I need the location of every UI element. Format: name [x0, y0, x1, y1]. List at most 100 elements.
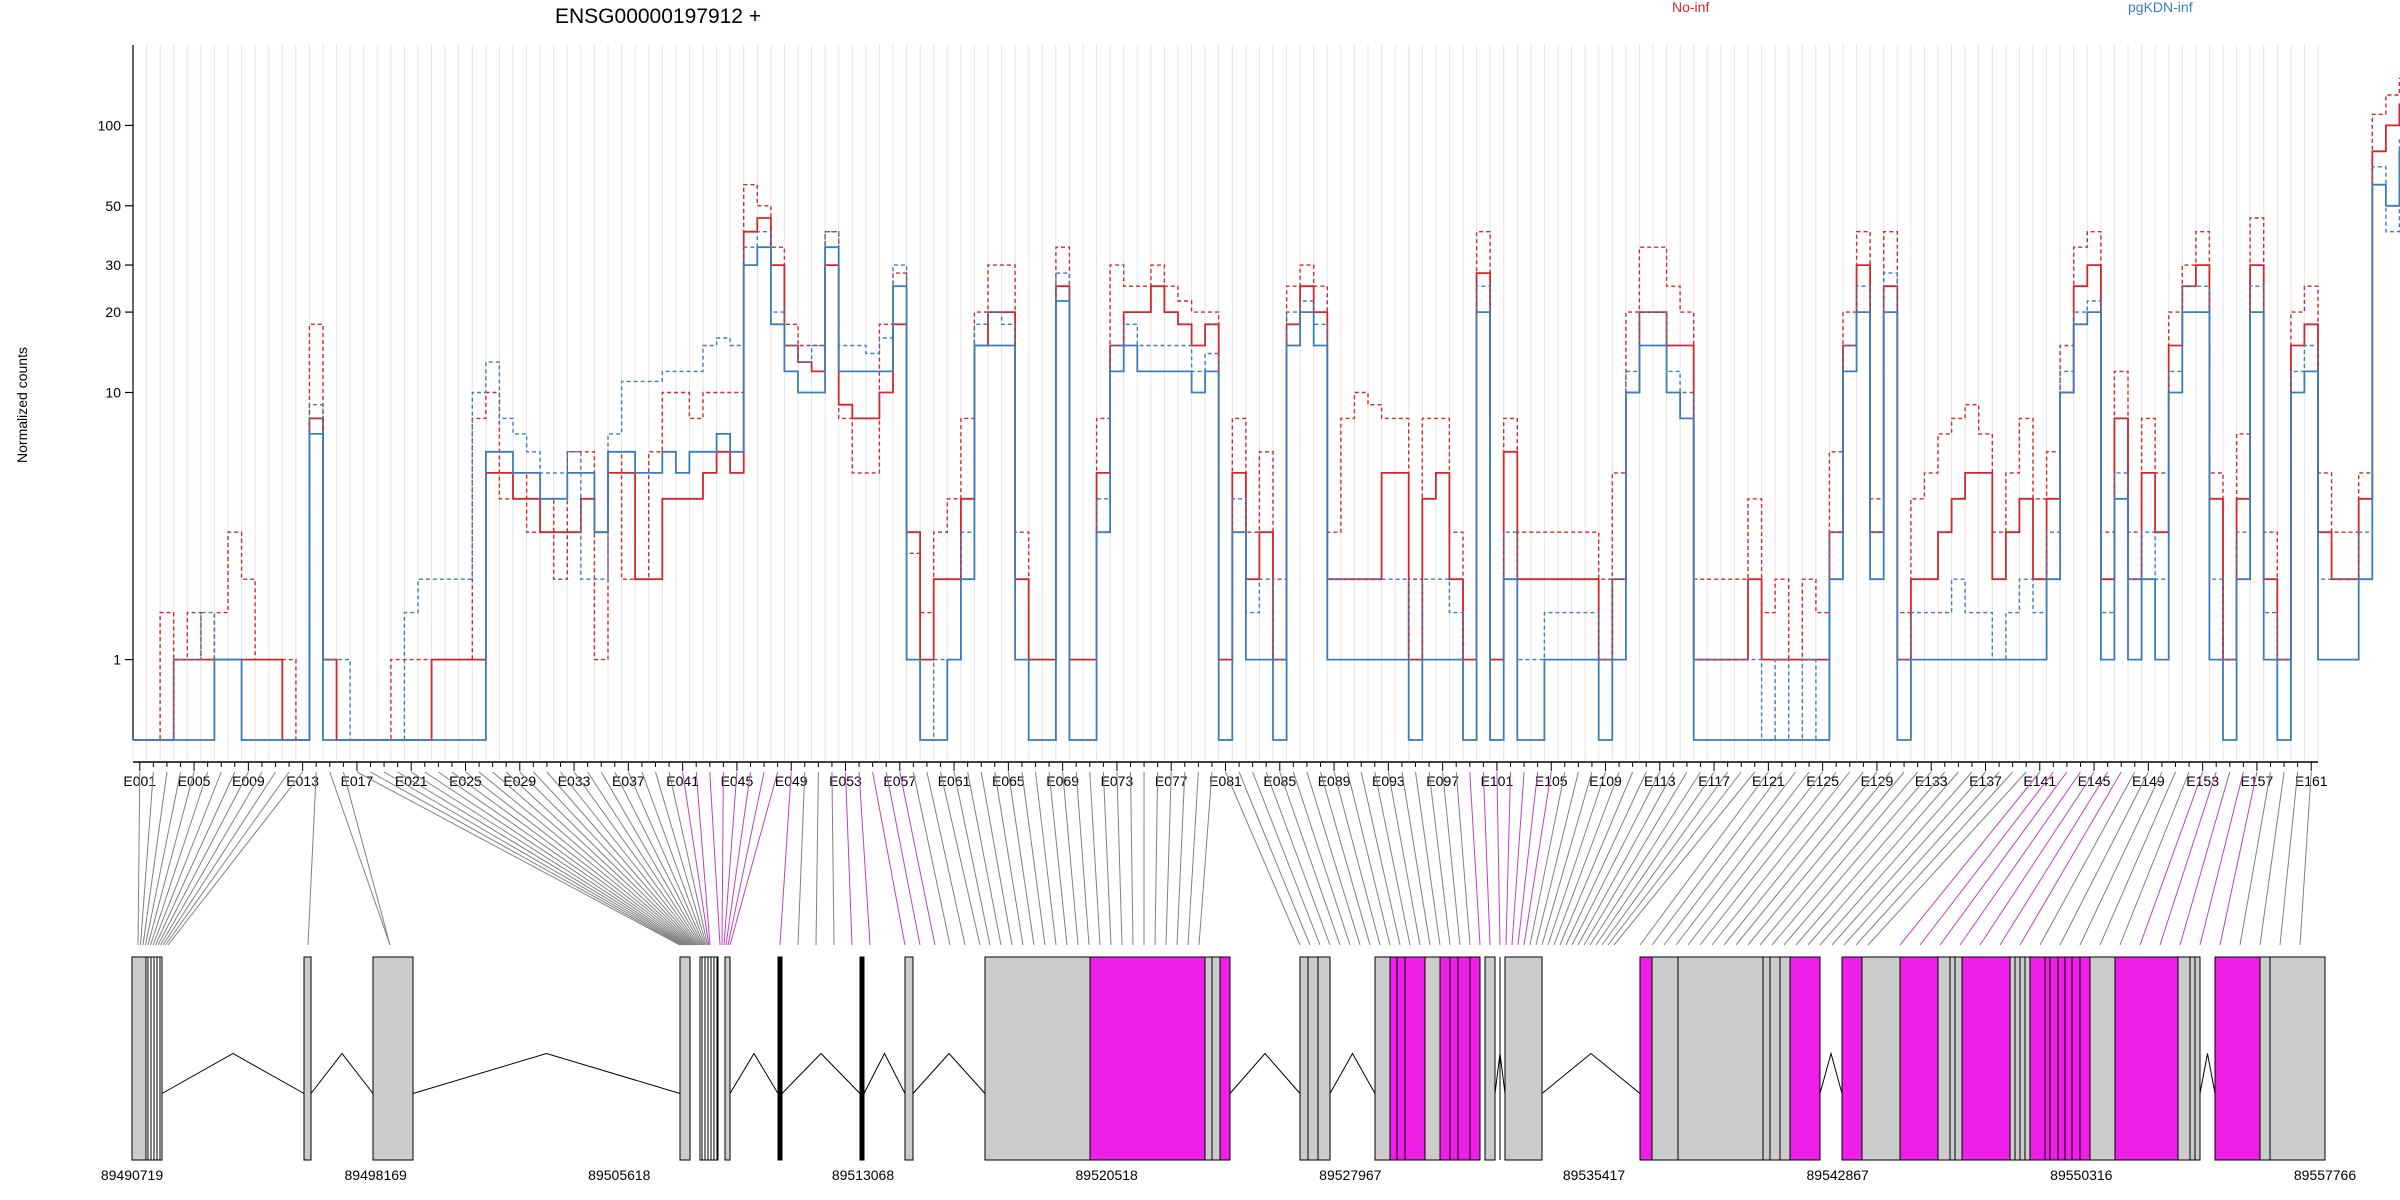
exon-connector: [1687, 771, 1824, 946]
exon-connector: [505, 771, 694, 946]
exon-connector: [1747, 771, 1891, 946]
exon-connector: [1265, 771, 1331, 946]
exon-connector: [1469, 771, 1481, 946]
exon-connector: [2079, 771, 2163, 946]
exon-tick-label: E137: [1969, 773, 2002, 789]
exon-tick-label: E009: [232, 773, 265, 789]
exon-tick-label: E153: [2186, 773, 2219, 789]
exon-block-highlight: [2114, 956, 2179, 1161]
exon-connector: [1807, 771, 1959, 946]
exon-tick-label: E121: [1752, 773, 1785, 789]
y-tick-label: 1: [113, 652, 121, 668]
exon-connector: [1553, 771, 1620, 946]
exon-connector: [1651, 771, 1783, 946]
genomic-coordinate-label: 89520518: [1076, 1167, 1139, 1183]
exon-block: [1504, 956, 1543, 1161]
exon-connector: [1613, 771, 1756, 946]
exon-connector: [1252, 771, 1321, 946]
exon-tick-label: E125: [1806, 773, 1839, 789]
exon-connector: [162, 771, 276, 946]
exon-connector: [1855, 771, 2014, 946]
exon-connector: [1607, 771, 1742, 946]
exon-connector: [1482, 771, 1491, 946]
exon-block: [303, 956, 312, 1161]
exon-tick-label: E105: [1535, 773, 1568, 789]
exon-tick-label: E133: [1915, 773, 1948, 789]
exon-connector: [967, 771, 1002, 946]
exon-connector: [2219, 771, 2258, 946]
genomic-axis: 89490719 89498169 89505618 89513068 89520518…: [101, 1167, 2357, 1183]
exon-connector: [150, 771, 209, 946]
intron: [781, 1052, 861, 1094]
exon-connector: [1442, 771, 1461, 946]
exon-connector: [2199, 771, 2244, 946]
exon-connector: [1238, 771, 1311, 946]
exon-connector: [1306, 771, 1361, 946]
genomic-coordinate-label: 89535417: [1563, 1167, 1626, 1183]
intron: [912, 1052, 986, 1094]
exon-connector: [940, 771, 981, 946]
y-tick-label: 50: [105, 198, 121, 214]
exon-connector: [885, 771, 921, 946]
exon-connector: [1559, 771, 1634, 946]
exon-connector: [1187, 771, 1199, 946]
legend-pgkdn-inf: pgKDN-inf: [2128, 0, 2193, 15]
chart-title: ENSG00000197912 +: [555, 5, 761, 28]
exon-connector: [1541, 771, 1593, 946]
exon-tick-label: E069: [1046, 773, 1079, 789]
exon-connector: [546, 771, 698, 946]
exon-connector: [1511, 771, 1525, 946]
intron: [310, 1052, 374, 1094]
exon-connector: [370, 771, 682, 946]
exon-tick-label: E117: [1698, 773, 1730, 789]
exon-block-highlight: [1439, 956, 1481, 1161]
exon-axis: E001 E005 E009 E013 E017 E021 E025 E029 E033 E037…: [123, 761, 2328, 789]
exon-connector: [140, 771, 154, 946]
exon-connector: [560, 771, 699, 946]
exon-tick-label: E129: [1861, 773, 1894, 789]
exon-connector: [682, 771, 710, 946]
exon-connector: [1831, 771, 1986, 946]
exon-connector: [779, 771, 792, 946]
exon-connector: [519, 771, 695, 946]
exon-connector: [1279, 771, 1341, 946]
exon-connector: [1347, 771, 1391, 946]
y-tick-label: 10: [105, 385, 121, 401]
exon-connector: [1571, 771, 1661, 946]
exon-connector: [1089, 771, 1101, 946]
exon-connector: [157, 771, 249, 946]
exon-connector: [1387, 771, 1421, 946]
y-tick-label: 30: [105, 257, 121, 273]
genomic-coordinate-label: 89550316: [2050, 1167, 2113, 1183]
intron: [729, 1052, 779, 1094]
exon-connector: [1415, 771, 1441, 946]
series-lines: [133, 77, 2400, 741]
intron: [863, 1052, 906, 1094]
exon-connector: [1333, 771, 1381, 946]
exon-block-highlight: [1899, 956, 1939, 1161]
exon-connector: [797, 771, 806, 946]
exon-connector: [142, 771, 168, 946]
exon-connector: [627, 771, 705, 946]
exon-connector: [137, 771, 141, 946]
exon-connector: [307, 771, 317, 946]
exon-connector: [2059, 771, 2149, 946]
exon-connector: [1939, 771, 2068, 946]
series-pgkdn-inf-solid: [133, 150, 2400, 741]
exon-connector: [2239, 771, 2271, 946]
genomic-coordinate-label: 89527967: [1319, 1167, 1382, 1183]
exon-connector: [668, 771, 709, 946]
exon-connector: [342, 771, 391, 946]
exon-block-highlight: [2029, 956, 2091, 1161]
exon-connector: [1583, 771, 1688, 946]
genomic-coordinate-label: 89557766: [2294, 1167, 2357, 1183]
exon-tick-label: E113: [1644, 773, 1676, 789]
exon-connector: [1401, 771, 1431, 946]
exon-tick-label: E045: [721, 773, 754, 789]
exon-connector: [2299, 771, 2312, 946]
exon-connector: [478, 771, 692, 946]
exon-connector: [1360, 771, 1401, 946]
exon-connector: [727, 771, 765, 946]
exon-connector: [1075, 771, 1090, 946]
exon-connector: [729, 771, 779, 946]
